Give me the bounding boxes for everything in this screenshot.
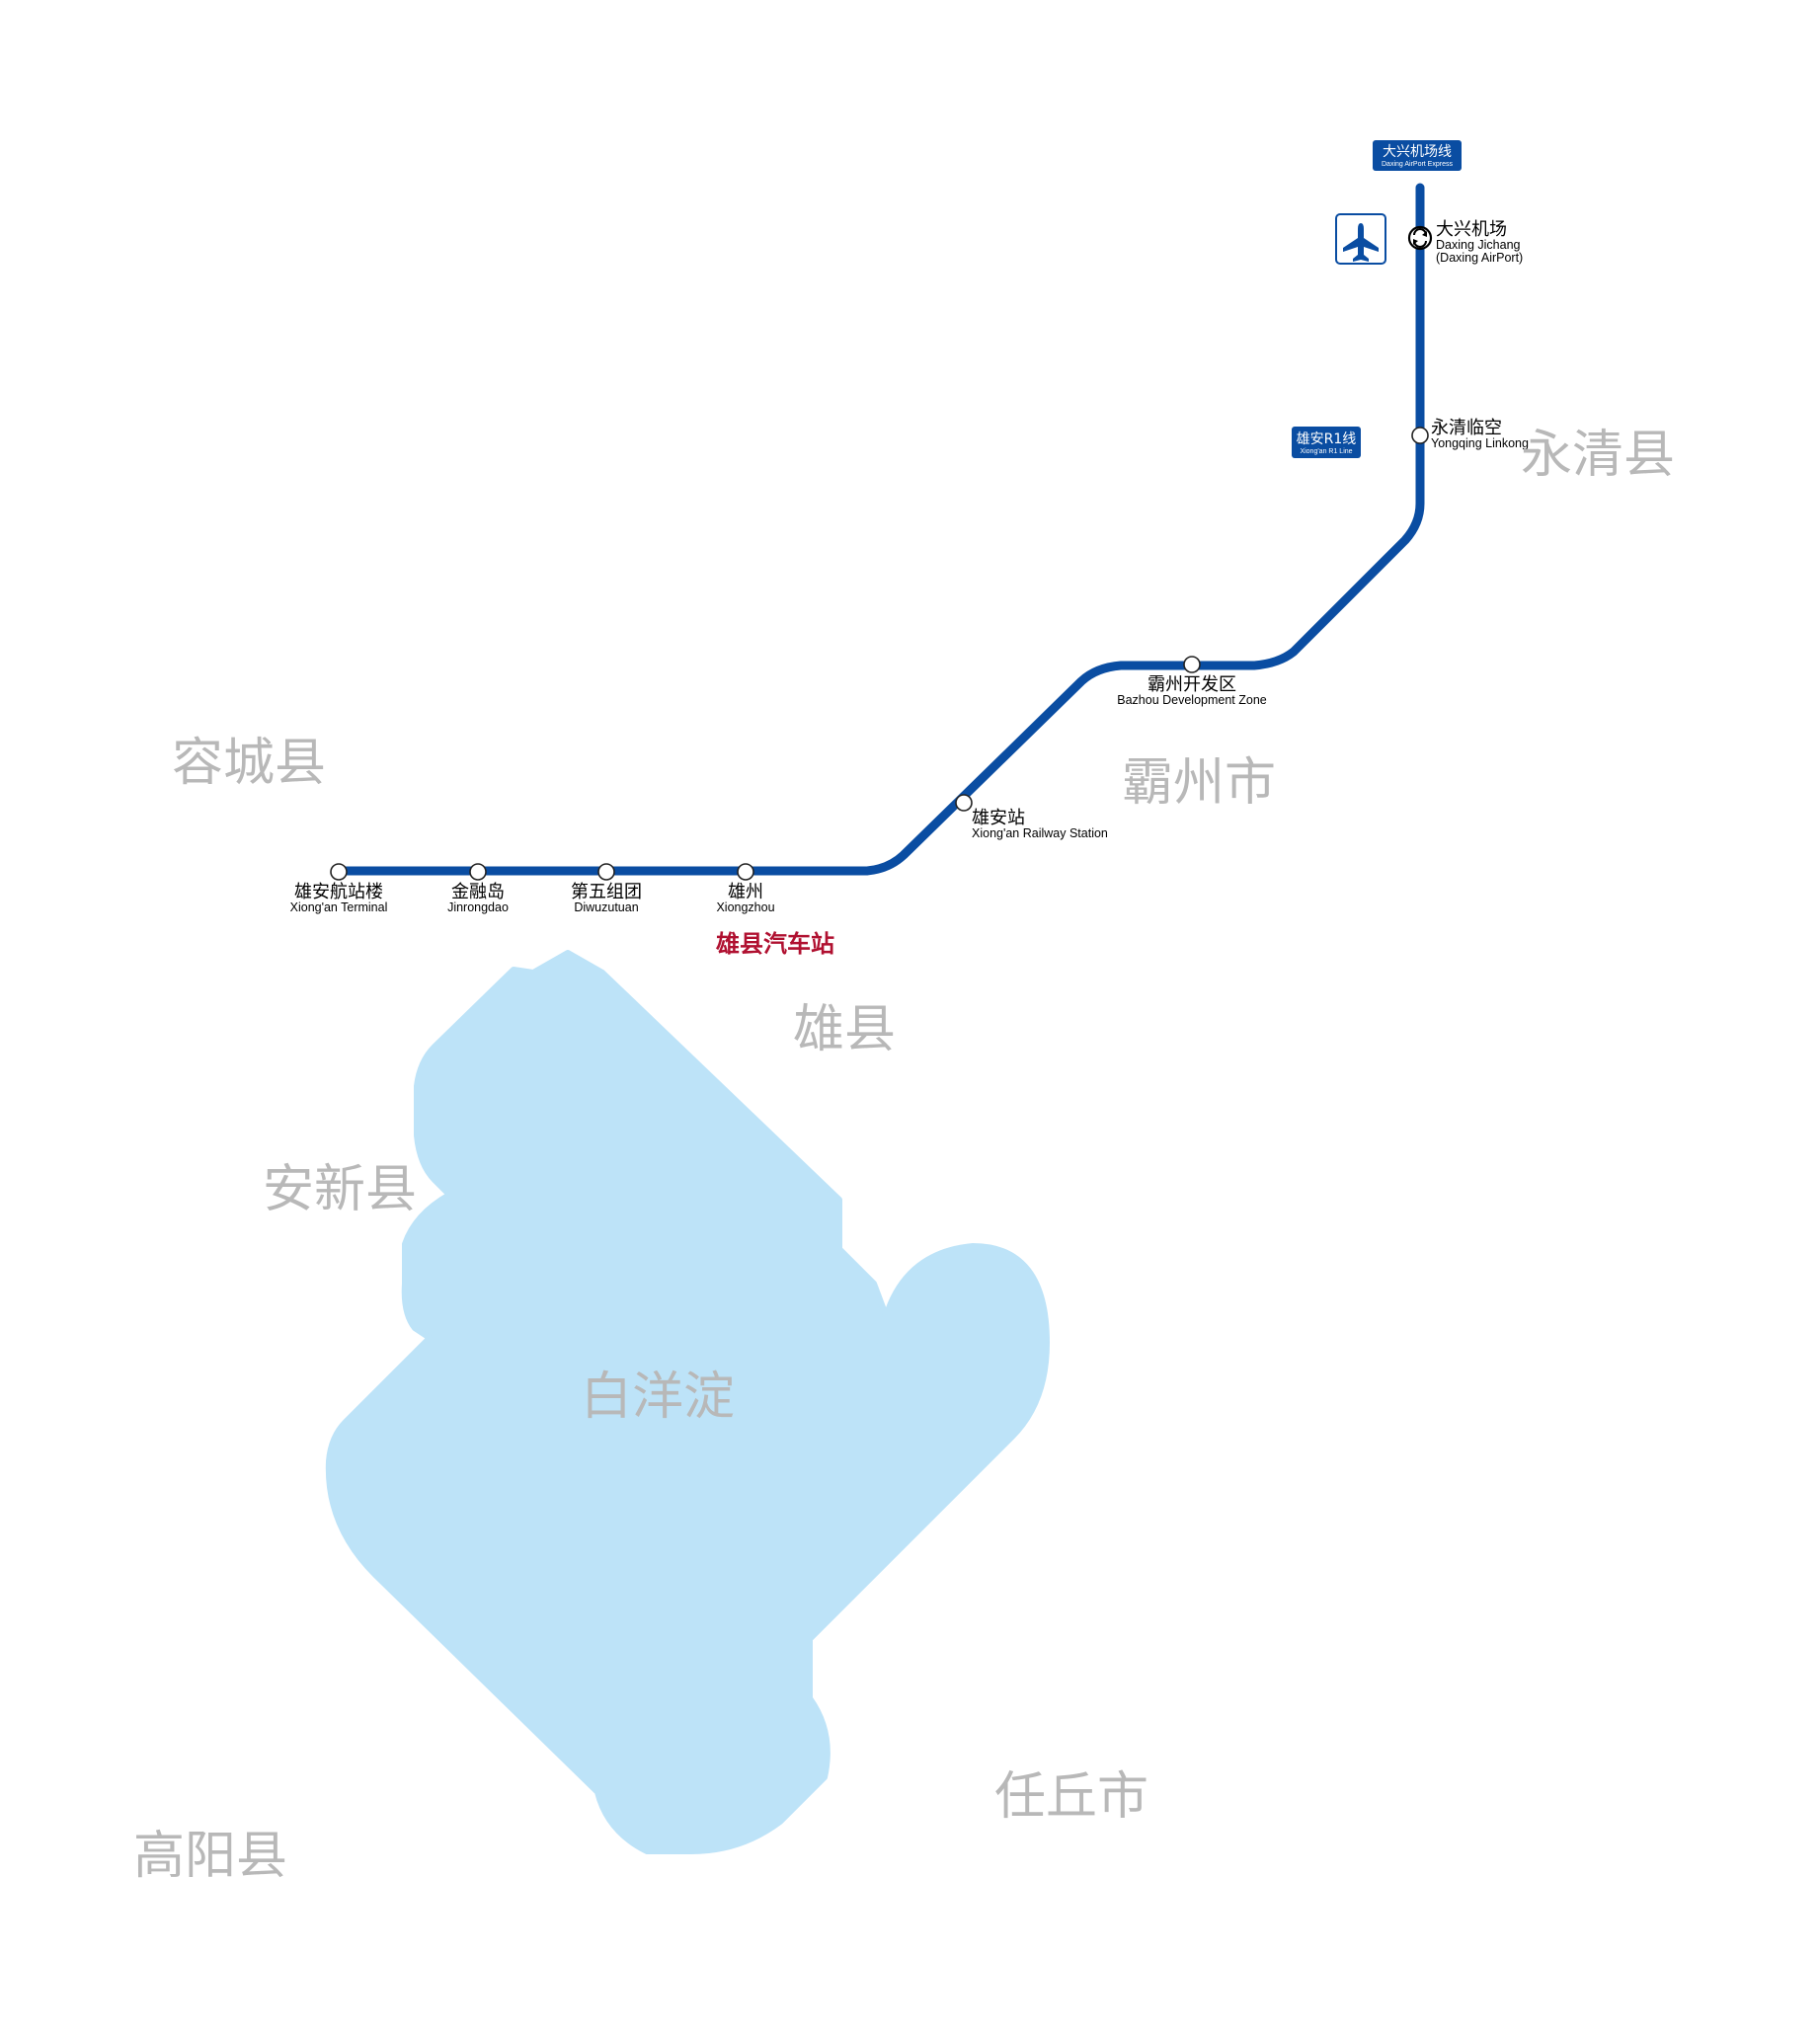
station-jinrongdao-cn: 金融岛 bbox=[451, 882, 505, 902]
region-gaoyang: 高阳县 bbox=[133, 1827, 287, 1886]
station-bazhou-marker[interactable] bbox=[1183, 656, 1201, 673]
badge-r1-line-cn: 雄安R1线 bbox=[1297, 431, 1357, 447]
region-xiongxian: 雄县 bbox=[793, 1000, 896, 1059]
station-daxing-airport-en: Daxing Jichang bbox=[1436, 238, 1521, 252]
station-jinrongdao[interactable]: 金融岛 Jinrongdao bbox=[447, 863, 509, 914]
station-jinrongdao-marker[interactable] bbox=[469, 863, 487, 881]
station-xiongzhou[interactable]: 雄州 Xiongzhou bbox=[716, 863, 775, 914]
station-yongqing-marker[interactable] bbox=[1411, 427, 1429, 444]
station-bazhou-cn: 霸州开发区 bbox=[1147, 674, 1236, 695]
airplane-icon bbox=[1335, 213, 1386, 265]
station-daxing-airport-en2: (Daxing AirPort) bbox=[1436, 251, 1523, 265]
station-xiongan-rail-en: Xiong'an Railway Station bbox=[972, 826, 1108, 840]
station-xiongan-rail-marker[interactable] bbox=[955, 794, 973, 812]
station-terminal-cn: 雄安航站楼 bbox=[294, 882, 383, 902]
badge-airport-express[interactable]: 大兴机场线 Daxing AirPort Express bbox=[1373, 140, 1462, 171]
station-xiongan-rail-cn: 雄安站 bbox=[972, 808, 1025, 828]
region-rongcheng: 容城县 bbox=[172, 734, 326, 793]
station-xiongzhou-en: Xiongzhou bbox=[716, 900, 774, 914]
region-yongqing: 永清县 bbox=[1521, 426, 1675, 485]
station-diwuzutuan[interactable]: 第五组团 Diwuzutuan bbox=[571, 863, 642, 914]
region-renqiu: 任丘市 bbox=[994, 1767, 1148, 1827]
station-xiongzhou-marker[interactable] bbox=[737, 863, 754, 881]
interchange-icon bbox=[1407, 225, 1433, 251]
badge-r1-line-en: Xiong'an R1 Line bbox=[1300, 448, 1352, 455]
region-anxin: 安新县 bbox=[263, 1160, 417, 1219]
badge-airport-express-cn: 大兴机场线 bbox=[1383, 144, 1452, 160]
station-bazhou-en: Bazhou Development Zone bbox=[1117, 693, 1267, 707]
station-xiongzhou-cn: 雄州 bbox=[728, 882, 763, 902]
baiyangdian-lake bbox=[325, 950, 1050, 1854]
station-diwuzutuan-marker[interactable] bbox=[597, 863, 615, 881]
station-terminal-en: Xiong'an Terminal bbox=[290, 900, 388, 914]
region-baiyangdian: 白洋淀 bbox=[581, 1368, 735, 1427]
station-daxing-airport-cn: 大兴机场 bbox=[1436, 219, 1507, 240]
bus-station-label: 雄县汽车站 bbox=[715, 929, 834, 958]
station-bazhou[interactable]: 霸州开发区 Bazhou Development Zone bbox=[1117, 656, 1267, 707]
station-jinrongdao-en: Jinrongdao bbox=[447, 900, 509, 914]
station-yongqing-cn: 永清临空 bbox=[1431, 418, 1502, 438]
station-xiongan-rail[interactable]: 雄安站 Xiong'an Railway Station bbox=[955, 794, 1108, 840]
station-terminal-marker[interactable] bbox=[330, 863, 348, 881]
station-terminal[interactable]: 雄安航站楼 Xiong'an Terminal bbox=[290, 863, 388, 914]
badge-airport-express-en: Daxing AirPort Express bbox=[1382, 161, 1453, 168]
station-diwuzutuan-cn: 第五组团 bbox=[571, 882, 642, 902]
station-daxing-airport[interactable]: 大兴机场 Daxing Jichang (Daxing AirPort) bbox=[1436, 219, 1523, 265]
station-yongqing-en: Yongqing Linkong bbox=[1431, 436, 1529, 450]
badge-r1-line[interactable]: 雄安R1线 Xiong'an R1 Line bbox=[1292, 427, 1361, 458]
region-bazhou: 霸州市 bbox=[1122, 753, 1276, 813]
station-diwuzutuan-en: Diwuzutuan bbox=[574, 900, 638, 914]
station-yongqing[interactable]: 永清临空 Yongqing Linkong bbox=[1411, 418, 1529, 450]
